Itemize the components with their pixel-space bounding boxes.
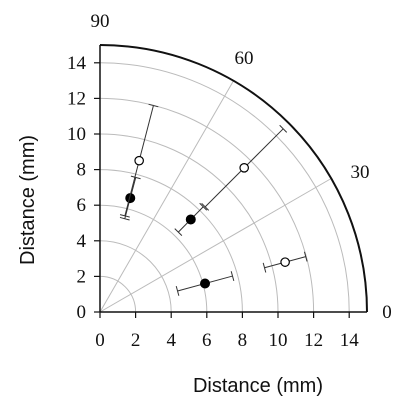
tick-labels: 0 2 4 6 8 10 12 14 0 2 4 6 8 10 12 14 bbox=[67, 53, 359, 351]
error-bar-cap bbox=[174, 228, 183, 237]
error-bar-cap bbox=[262, 262, 267, 273]
open-data-point bbox=[280, 257, 290, 267]
open-data-point bbox=[239, 163, 249, 173]
y-tick-label: 2 bbox=[77, 266, 87, 287]
error-bar-cap bbox=[148, 103, 159, 108]
radial-spoke bbox=[99, 178, 332, 313]
open-data-point bbox=[134, 155, 144, 166]
chart-axes bbox=[94, 44, 368, 318]
radial-ring bbox=[99, 275, 137, 313]
y-axis-title: Distance (mm) bbox=[17, 135, 39, 265]
x-axis-title: Distance (mm) bbox=[193, 375, 323, 397]
y-tick-label: 4 bbox=[77, 231, 87, 252]
y-tick-label: 12 bbox=[67, 88, 86, 109]
error-bar-cap bbox=[201, 202, 210, 211]
x-tick-label: 12 bbox=[304, 330, 323, 351]
error-bar-cap bbox=[119, 216, 130, 221]
y-tick-label: 10 bbox=[67, 124, 86, 145]
error-bar-cap bbox=[303, 251, 308, 262]
error-bar-cap bbox=[199, 202, 208, 211]
x-tick-label: 14 bbox=[340, 330, 360, 351]
angle-label: 30 bbox=[351, 162, 370, 183]
radial-spoke bbox=[99, 80, 234, 313]
x-tick-label: 6 bbox=[202, 330, 212, 351]
radial-ring bbox=[99, 169, 243, 313]
error-bar-cap bbox=[130, 175, 141, 180]
angle-label: 0 bbox=[382, 302, 392, 323]
x-tick-label: 2 bbox=[131, 330, 141, 351]
error-bar-cap bbox=[175, 286, 180, 296]
x-tick-label: 8 bbox=[238, 330, 248, 351]
filled-data-point bbox=[200, 278, 211, 289]
x-tick-label: 0 bbox=[95, 330, 105, 351]
angle-label: 90 bbox=[91, 11, 110, 32]
error-bar-cap bbox=[230, 271, 235, 282]
error-bar-cap bbox=[279, 124, 288, 133]
error-bar-cap bbox=[119, 214, 130, 218]
angle-label: 60 bbox=[235, 48, 254, 69]
data-points bbox=[119, 103, 308, 296]
angle-labels: 90 60 30 0 bbox=[91, 11, 392, 323]
filled-data-point bbox=[185, 214, 196, 225]
y-tick-label: 8 bbox=[77, 160, 87, 181]
y-tick-label: 14 bbox=[67, 53, 87, 74]
y-tick-label: 6 bbox=[77, 195, 87, 216]
outer-arc bbox=[99, 44, 368, 313]
x-tick-label: 4 bbox=[166, 330, 176, 351]
radial-ring bbox=[99, 204, 208, 313]
x-tick-label: 10 bbox=[269, 330, 288, 351]
y-tick-label: 0 bbox=[77, 302, 87, 323]
radial-ring bbox=[99, 240, 172, 313]
